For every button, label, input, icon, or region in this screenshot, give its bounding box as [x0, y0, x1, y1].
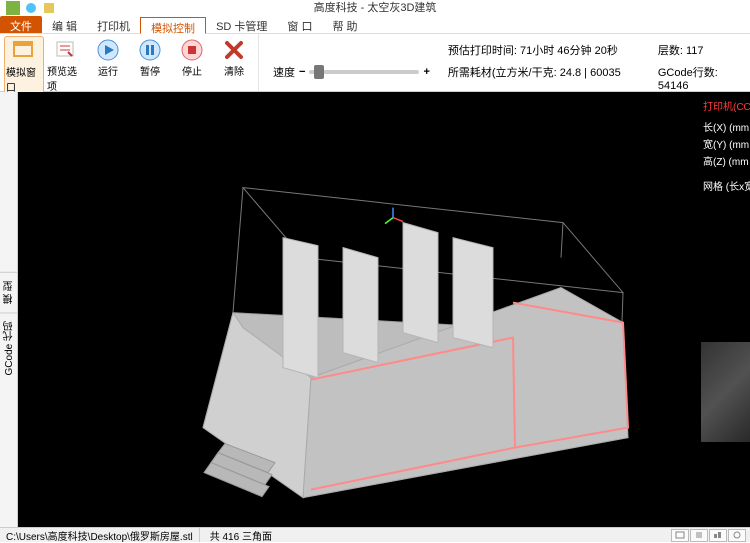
pause-label: 暂停 [140, 63, 160, 78]
play-icon [95, 37, 121, 63]
gcode-lines-label: GCode行数: [658, 67, 718, 79]
app-icon [6, 1, 20, 15]
work-area: 模 型 GCode 代码 [0, 92, 750, 527]
sim-window-label: 模拟窗口 [6, 64, 42, 94]
quick-access-toolbar [6, 0, 56, 16]
side-tab-gcode[interactable]: GCode 代码 [0, 312, 19, 383]
est-time-label: 预估打印时间: [448, 45, 517, 57]
preview-options-label: 预览选项 [47, 63, 85, 93]
viewport-3d[interactable] [18, 92, 697, 527]
speed-slider[interactable] [309, 70, 419, 74]
ribbon: 模拟窗口 预览选项 运行 暂停 停止 清除 操作 [0, 34, 750, 92]
clear-label: 清除 [224, 63, 244, 78]
stop-icon [179, 37, 205, 63]
status-file-path: C:\Users\高度科技\Desktop\俄罗斯房屋.stl [0, 528, 199, 543]
tab-sd-card[interactable]: SD 卡管理 [206, 16, 277, 33]
speed-slider-group: 速度 − + [263, 36, 440, 92]
tab-window[interactable]: 窗 口 [277, 16, 322, 33]
status-face-count: 共 416 三角面 [200, 528, 282, 543]
layers-value: 117 [686, 45, 704, 57]
pause-icon [137, 37, 163, 63]
clear-icon [221, 37, 247, 63]
tab-help[interactable]: 帮 助 [322, 16, 367, 33]
tab-file[interactable]: 文件 [0, 16, 42, 33]
status-icon-4[interactable] [728, 529, 746, 542]
tab-sim-control[interactable]: 模拟控制 [140, 17, 206, 34]
dim-z: 高(Z) (mm [703, 153, 748, 168]
status-icon-3[interactable] [709, 529, 727, 542]
est-time-value: 71小时 46分钟 20秒 [520, 45, 618, 57]
side-tab-strip: 模 型 GCode 代码 [0, 92, 18, 527]
layers-label: 层数: [658, 45, 683, 57]
pause-button[interactable]: 暂停 [130, 36, 170, 96]
side-tab-model[interactable]: 模 型 [0, 272, 19, 312]
mesh-info: 网格 (长x宽 [703, 178, 748, 193]
window-icon [11, 38, 37, 64]
qat-icon-2[interactable] [42, 1, 56, 15]
print-stats: 预估打印时间: 71小时 46分钟 20秒 层数: 117 所需耗材(立方米/干… [440, 36, 746, 92]
dim-x: 长(X) (mm [703, 119, 748, 134]
qat-icon-1[interactable] [24, 1, 38, 15]
dim-y: 宽(Y) (mm [703, 136, 748, 151]
status-bar: C:\Users\高度科技\Desktop\俄罗斯房屋.stl 共 416 三角… [0, 527, 750, 542]
preview-options-button[interactable]: 预览选项 [46, 36, 86, 96]
run-button[interactable]: 运行 [88, 36, 128, 96]
printer-info-title: 打印机(CC [703, 98, 748, 113]
slider-plus-icon[interactable]: + [423, 66, 429, 78]
window-title: 高度科技 - 太空灰3D建筑 [314, 2, 437, 14]
material-label: 所需耗材(立方米/干克: [448, 67, 557, 79]
clear-button[interactable]: 清除 [214, 36, 254, 96]
material-value: 24.8 | 60035 [560, 67, 621, 79]
run-label: 运行 [98, 63, 118, 78]
stop-button[interactable]: 停止 [172, 36, 212, 96]
printer-info-panel: 打印机(CC 长(X) (mm 宽(Y) (mm 高(Z) (mm 网格 (长x… [697, 92, 750, 527]
options-icon [53, 37, 79, 63]
model-render [83, 127, 633, 507]
sim-window-button[interactable]: 模拟窗口 [4, 36, 44, 96]
tab-printer[interactable]: 打印机 [87, 16, 140, 33]
slider-minus-icon[interactable]: − [299, 66, 305, 78]
status-icon-1[interactable] [671, 529, 689, 542]
ribbon-tabs: 文件 编 辑 打印机 模拟控制 SD 卡管理 窗 口 帮 助 [0, 16, 750, 34]
stop-label: 停止 [182, 63, 202, 78]
gcode-lines-value: 54146 [658, 80, 689, 92]
speed-label: 速度 [273, 64, 295, 80]
tab-edit[interactable]: 编 辑 [42, 16, 87, 33]
status-icon-2[interactable] [690, 529, 708, 542]
preview-thumbnail [701, 342, 750, 442]
